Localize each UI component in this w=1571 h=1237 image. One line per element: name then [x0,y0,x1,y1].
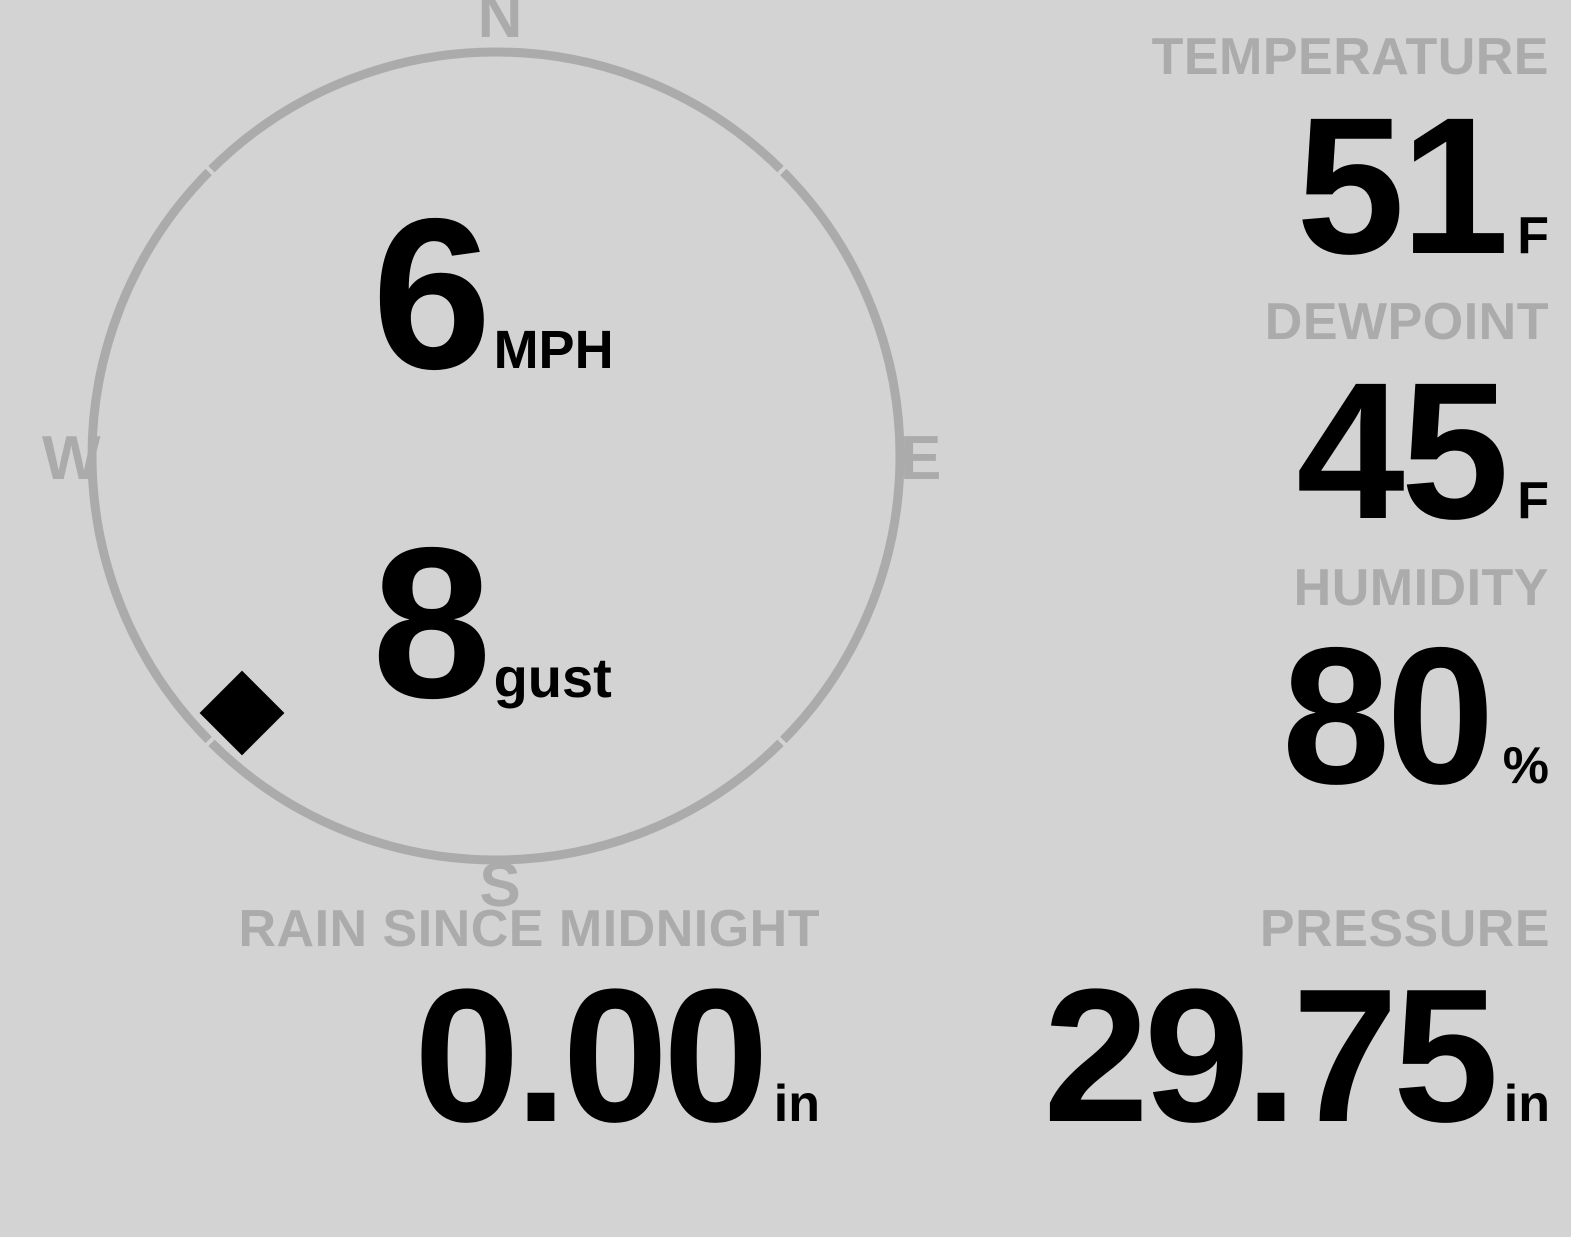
metric-dewpoint-label: DEWPOINT [1264,293,1549,352]
wind-speed-value: 6 [372,173,492,414]
compass-tick-marks [199,159,793,753]
bottom-metrics-row: RAIN SINCE MIDNIGHT 0.00 in PRESSURE 29.… [0,902,1571,1155]
compass-label-south: S [479,851,521,920]
wind-gust-readout: 8 gust [372,515,612,730]
wind-direction-marker-icon [199,670,285,756]
wind-gust-value: 8 [372,502,492,743]
metric-dewpoint-unit: F [1517,471,1549,530]
compass-label-west: W [42,424,101,493]
metrics-column: TEMPERATURE 51 F DEWPOINT 45 F HUMIDITY … [989,30,1549,826]
metric-humidity-unit: % [1502,737,1549,796]
metric-dewpoint: DEWPOINT 45 F [989,295,1549,552]
metric-pressure-value-row: 29.75 in [880,949,1550,1162]
metric-temperature-label: TEMPERATURE [1151,28,1549,86]
metric-humidity: HUMIDITY 80 % [989,561,1549,818]
metric-rain-value-row: 0.00 in [170,949,820,1162]
wind-speed-readout: 6 MPH [372,186,614,401]
metric-dewpoint-value: 45 [1296,341,1509,560]
metric-rain: RAIN SINCE MIDNIGHT 0.00 in [170,900,821,1162]
metric-humidity-label: HUMIDITY [1293,558,1549,617]
metric-rain-value: 0.00 [413,949,769,1162]
metric-humidity-value: 80 [1281,607,1495,826]
metric-pressure-unit: in [1503,1074,1550,1133]
metric-temperature-unit: F [1517,206,1549,265]
wind-gust-unit: gust [493,646,612,709]
compass-ring [87,47,905,865]
compass-label-east: E [900,424,942,493]
metric-pressure-value: 29.75 [1043,949,1498,1162]
wind-compass-panel: N E S W 6 MPH 8 gust [0,0,990,917]
metric-temperature-value: 51 [1296,76,1509,295]
metric-rain-unit: in [773,1074,820,1133]
metric-dewpoint-value-row: 45 F [989,350,1549,553]
metric-humidity-value-row: 80 % [989,615,1549,818]
metric-rain-label: RAIN SINCE MIDNIGHT [238,900,820,958]
compass-dial [87,47,905,865]
compass-label-north: N [477,0,523,51]
wind-speed-unit: MPH [493,320,614,380]
metric-temperature-value-row: 51 F [989,76,1549,295]
metric-pressure-label: PRESSURE [1259,900,1550,958]
metric-temperature: TEMPERATURE 51 F [989,30,1549,287]
metric-pressure: PRESSURE 29.75 in [880,902,1550,1156]
